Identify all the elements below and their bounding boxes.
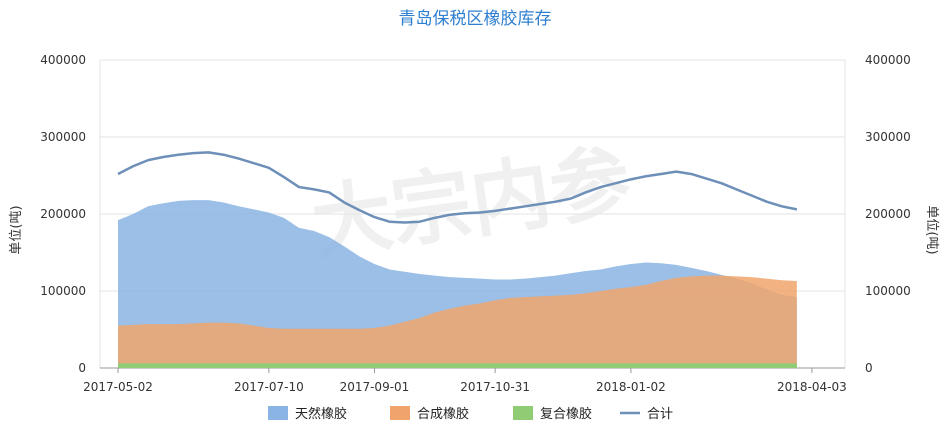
x-axis: 2017-05-02 2017-07-10 2017-09-01 2017-10-31… (83, 368, 847, 394)
x-tick-label: 2017-10-31 (460, 380, 530, 394)
area-2 (118, 275, 797, 368)
left-tick-label: 0 (78, 361, 86, 375)
legend-label: 合计 (647, 407, 673, 422)
left-axis-title: 单位(吨) (9, 205, 24, 254)
left-tick-label: 200000 (40, 207, 86, 221)
area-series (118, 200, 797, 368)
total-line-series (117, 151, 798, 224)
right-axis: 0 100000 200000 300000 400000 (865, 53, 911, 375)
legend-label: 合成橡胶 (417, 406, 469, 422)
area-3 (118, 363, 797, 368)
legend-label: 复合橡胶 (540, 406, 592, 422)
watermark: 大宗内参 (306, 134, 636, 271)
x-tick-label: 2017-07-10 (234, 380, 304, 394)
legend-label: 天然橡胶 (295, 406, 347, 422)
total-line (117, 151, 798, 224)
right-tick-label: 200000 (865, 207, 911, 221)
x-tick-label: 2018-01-02 (596, 380, 666, 394)
chart-title: 青岛保税区橡胶库存 (399, 9, 552, 29)
legend-swatch (513, 406, 533, 420)
left-tick-label: 100000 (40, 284, 86, 298)
legend-swatch (268, 406, 288, 420)
legend-swatch (390, 406, 410, 420)
legend: 天然橡胶 合成橡胶 复合橡胶 合计 (268, 406, 673, 422)
right-tick-label: 100000 (865, 284, 911, 298)
left-axis: 0 100000 200000 300000 400000 (40, 53, 86, 375)
left-tick-label: 400000 (40, 53, 86, 67)
right-tick-label: 0 (865, 361, 873, 375)
right-tick-label: 400000 (865, 53, 911, 67)
right-axis-title: 单位(吨) (924, 205, 939, 254)
left-tick-label: 300000 (40, 130, 86, 144)
x-tick-label: 2017-09-01 (340, 380, 410, 394)
x-tick-label: 2017-05-02 (83, 380, 153, 394)
right-tick-label: 300000 (865, 130, 911, 144)
x-tick-label: 2018-04-03 (777, 380, 847, 394)
